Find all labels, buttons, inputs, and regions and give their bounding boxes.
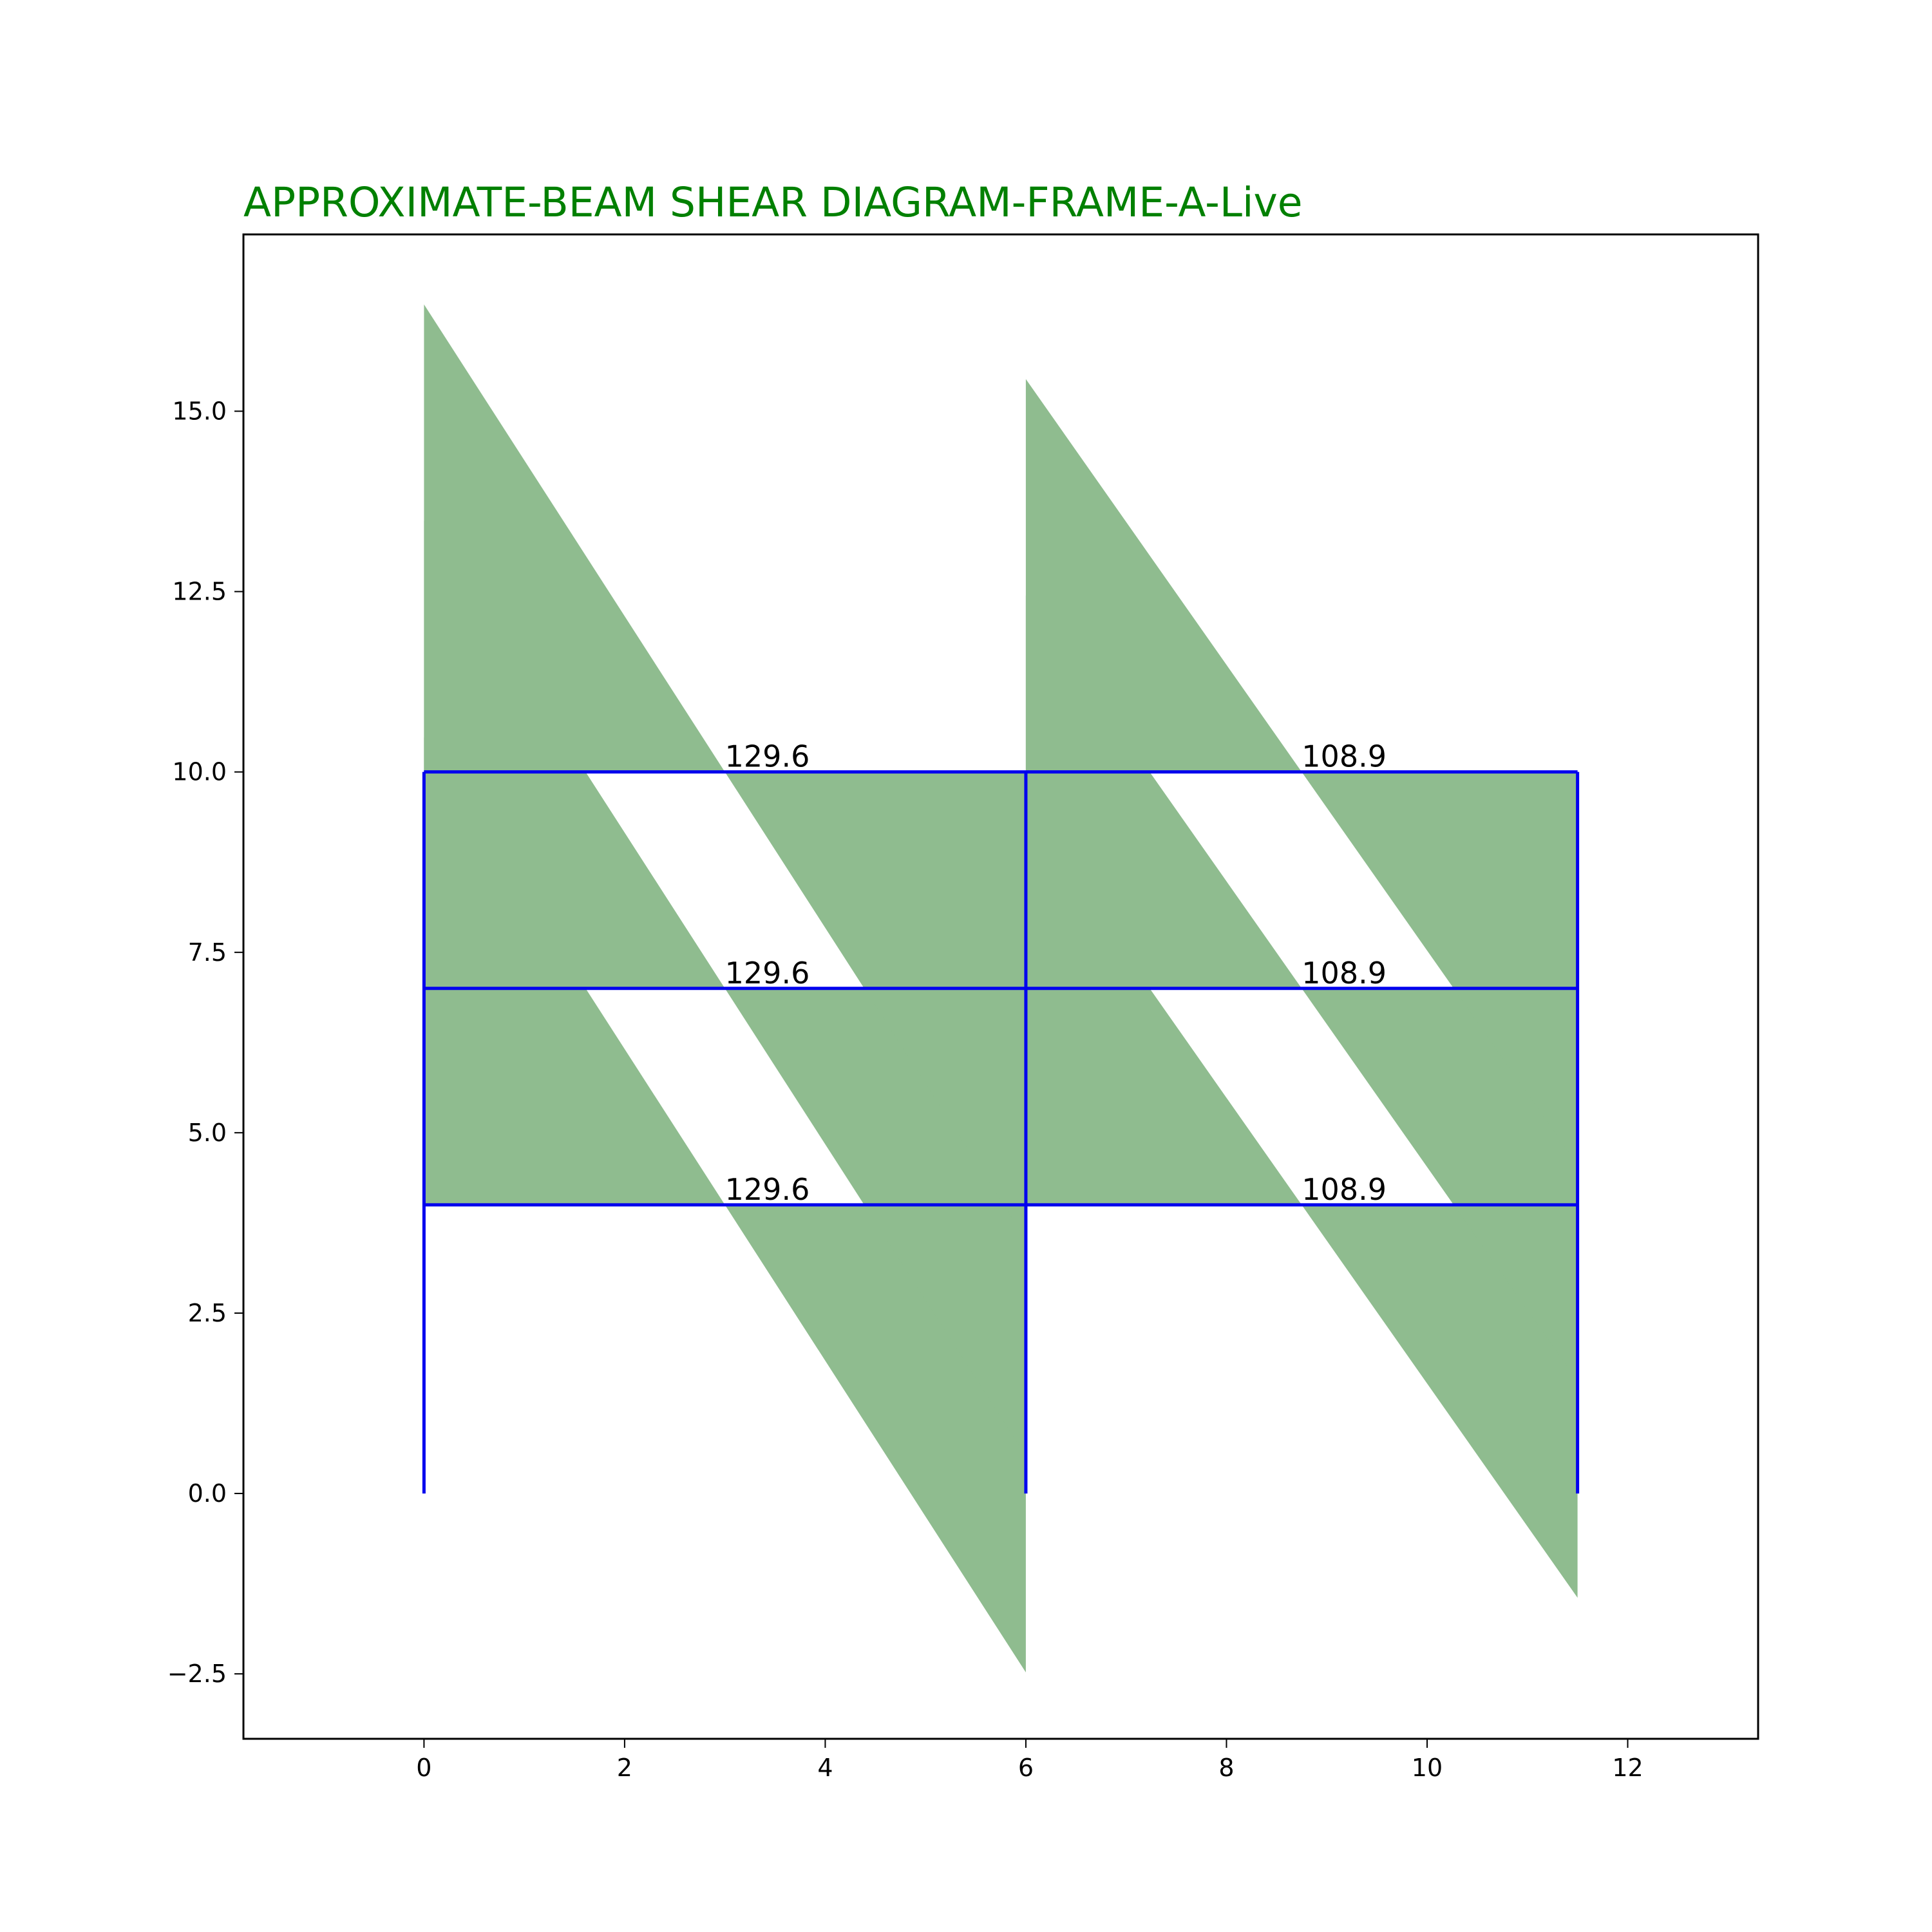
plot-border: [242, 233, 1759, 1740]
y-tick-label: 12.5: [172, 578, 227, 606]
y-tick-label: 7.5: [188, 938, 227, 967]
data-label: 129.6: [725, 739, 810, 774]
x-tick-label: 12: [1612, 1754, 1643, 1782]
chart-title: APPROXIMATE-BEAM SHEAR DIAGRAM-FRAME-A-L…: [243, 179, 1303, 226]
x-tick-label: 6: [1018, 1754, 1034, 1782]
frame-layer: [422, 770, 1580, 1494]
data-label-layer: 129.6 129.6 129.6 108.9 108.9 108.9: [725, 739, 1387, 1207]
y-tick-label: −2.5: [167, 1660, 227, 1688]
data-label: 108.9: [1302, 739, 1387, 774]
y-tick-label: 2.5: [188, 1299, 227, 1327]
y-tick-label: 10.0: [172, 758, 227, 786]
x-tick-label: 10: [1412, 1754, 1443, 1782]
y-tick-label: 5.0: [188, 1119, 227, 1147]
y-tick-label: 15.0: [172, 397, 227, 425]
data-label: 129.6: [725, 1172, 810, 1207]
x-tick-label: 8: [1218, 1754, 1234, 1782]
x-tick-label: 0: [416, 1754, 431, 1782]
y-tick-label: 0.0: [188, 1479, 227, 1508]
data-label: 108.9: [1302, 1172, 1387, 1207]
x-axis: 0 2 4 6 8 10 12: [416, 1739, 1643, 1782]
data-label: 129.6: [725, 956, 810, 990]
data-label: 108.9: [1302, 956, 1387, 990]
x-tick-label: 2: [617, 1754, 632, 1782]
y-axis: −2.5 0.0 2.5 5.0 7.5 10.0 12.5 15.0: [167, 397, 243, 1688]
x-tick-label: 4: [817, 1754, 833, 1782]
